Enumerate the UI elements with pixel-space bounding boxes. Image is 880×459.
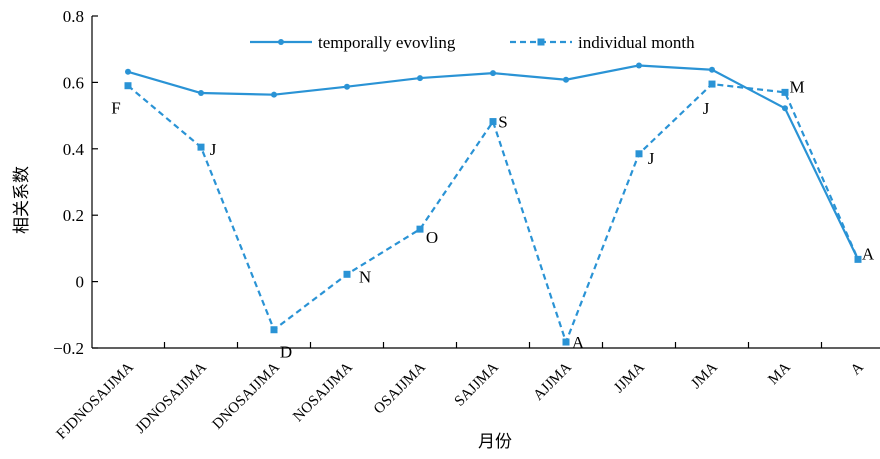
series-2-point [635, 150, 643, 158]
point-label: D [280, 343, 292, 362]
series-1-point [198, 90, 204, 97]
series-1-point [125, 68, 131, 75]
x-tick-label: MA [765, 359, 794, 388]
legend-marker-2 [537, 38, 545, 46]
axes [91, 16, 880, 349]
point-label: J [210, 140, 217, 159]
legend-label-2: individual month [578, 33, 695, 52]
legend-label-1: temporally evovling [318, 33, 456, 52]
x-tick-label: DNOSAJJMA [210, 359, 283, 432]
series-1-point [490, 70, 496, 77]
x-tick-label: JJMA [611, 359, 648, 396]
y-tick-label: 0.8 [63, 7, 84, 26]
point-label: S [498, 113, 507, 132]
y-tick-label: 0 [76, 273, 85, 292]
point-label: J [703, 99, 710, 118]
series-line-1 [127, 64, 859, 260]
series-1-point [417, 75, 423, 82]
series-1-point [782, 105, 788, 112]
point-label: N [359, 267, 371, 286]
series-lines [127, 64, 860, 344]
series-1-point [271, 91, 277, 98]
x-tick-label: FJDNOSAJJMA [54, 359, 137, 442]
point-label: J [648, 149, 655, 168]
x-axis-title: 月份 [478, 432, 512, 452]
y-tick-label: −0.2 [53, 339, 84, 358]
point-label: A [572, 333, 585, 352]
y-tick-label: 0.6 [63, 73, 84, 92]
series-2-point [343, 270, 351, 278]
series-2-point [562, 338, 570, 346]
series-1-point [636, 62, 642, 69]
point-label: M [789, 77, 804, 96]
series-2-point [197, 143, 205, 151]
point-label: O [426, 228, 438, 247]
legend: temporally evovling individual month [250, 33, 695, 52]
x-tick-label: A [848, 359, 867, 378]
x-tick-label: SAJJMA [452, 359, 502, 409]
y-tick-label: 0.2 [63, 206, 84, 225]
series-1-point [344, 83, 350, 90]
point-label: F [111, 99, 120, 118]
series-2-point [489, 118, 497, 126]
series-2-point [781, 88, 789, 96]
series-1-point [563, 76, 569, 83]
point-label: A [862, 244, 875, 263]
x-tick-label: AJJMA [531, 359, 575, 403]
x-tick-label: JMA [688, 359, 721, 392]
point-labels: F J D N O S A J J M A [111, 77, 875, 361]
y-axis-ticks: −0.2 0 0.2 0.4 0.6 0.8 [53, 7, 98, 358]
series-2-point [708, 80, 716, 88]
x-tick-label: JDNOSAJJMA [132, 359, 209, 436]
series-2-point [854, 255, 862, 263]
x-tick-label: OSAJJMA [371, 359, 429, 417]
x-tick-label: NOSAJJMA [290, 359, 356, 425]
series-2-point [124, 82, 132, 90]
series-2-point [270, 326, 278, 334]
y-axis-title: 相关系数 [12, 166, 32, 234]
series-markers [124, 62, 862, 346]
series-2-point [416, 225, 424, 233]
series-1-point [709, 66, 715, 73]
legend-marker-1 [278, 39, 284, 45]
y-tick-label: 0.4 [63, 140, 85, 159]
